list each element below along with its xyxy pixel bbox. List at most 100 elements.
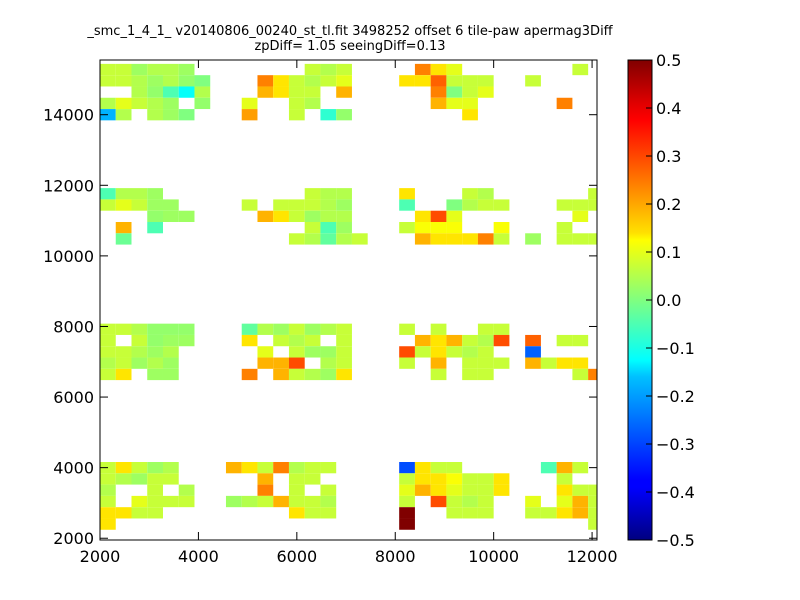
x-tick-label: 6000 <box>276 547 317 566</box>
heatmap-cell <box>462 75 478 87</box>
heatmap-cell <box>115 473 132 485</box>
heatmap-cell <box>572 63 589 76</box>
heatmap-cell <box>477 357 494 369</box>
x-tick-label: 2000 <box>80 547 121 566</box>
heatmap-cell <box>288 210 305 222</box>
heatmap-cell <box>162 63 179 76</box>
heatmap-cell <box>572 357 589 369</box>
heatmap-cell <box>477 473 494 485</box>
heatmap-cell <box>462 484 478 496</box>
heatmap-cell <box>241 109 258 121</box>
heatmap-cell <box>288 484 305 496</box>
heatmap-cell <box>399 323 415 335</box>
colorbar-tick-label: 0.4 <box>656 99 681 118</box>
heatmap-cell <box>493 473 510 485</box>
heatmap-cell <box>414 473 431 485</box>
heatmap-cell <box>304 63 321 76</box>
heatmap-cell <box>288 368 305 381</box>
heatmap-cell <box>462 507 478 519</box>
heatmap-cell <box>288 357 305 369</box>
heatmap-cell <box>414 462 431 474</box>
heatmap-cell <box>556 199 573 211</box>
y-tick-label: 4000 <box>53 459 94 478</box>
heatmap-cell <box>100 473 116 485</box>
heatmap-cell <box>162 323 179 335</box>
heatmap-cell <box>147 199 163 211</box>
heatmap-cell <box>430 323 447 335</box>
heatmap-cell <box>477 334 494 347</box>
heatmap-cell <box>320 109 337 121</box>
heatmap-cell <box>320 357 337 369</box>
heatmap-cell <box>446 473 463 485</box>
heatmap-cell <box>257 473 274 485</box>
heatmap-cell <box>162 462 179 474</box>
heatmap-cell <box>320 484 337 496</box>
heatmap-cell <box>414 222 431 234</box>
heatmap-cell <box>304 199 321 211</box>
heatmap-cell <box>430 334 447 347</box>
heatmap-cell <box>446 495 463 508</box>
heatmap-cell <box>430 462 447 474</box>
heatmap-cell <box>320 507 337 519</box>
heatmap-cell <box>556 484 573 496</box>
heatmap-cell <box>178 484 195 496</box>
heatmap-cell <box>288 323 305 335</box>
heatmap-cell <box>288 109 305 121</box>
heatmap-cell <box>572 334 589 347</box>
heatmap-cell <box>147 222 163 234</box>
heatmap-cell <box>178 495 195 508</box>
x-tick-label: 8000 <box>375 547 416 566</box>
heatmap-cell <box>147 357 163 369</box>
heatmap-cell <box>100 334 116 347</box>
heatmap-cell <box>462 495 478 508</box>
heatmap-cell <box>556 357 573 369</box>
heatmap-cell <box>147 97 163 110</box>
heatmap-cell <box>115 109 132 121</box>
heatmap-cell <box>304 507 321 519</box>
heatmap-cell <box>147 368 163 381</box>
heatmap-cell <box>147 473 163 485</box>
heatmap-cell <box>257 357 274 369</box>
heatmap-cell <box>414 484 431 496</box>
heatmap-cell <box>115 75 132 87</box>
heatmap-cell <box>399 188 415 200</box>
heatmap-cell <box>446 462 463 474</box>
colorbar-tick-label: −0.2 <box>656 387 695 406</box>
heatmap-cell <box>446 346 463 358</box>
heatmap-cell <box>178 210 195 222</box>
heatmap-cell <box>162 109 179 121</box>
heatmap-cell <box>477 507 494 519</box>
heatmap-cell <box>320 75 337 87</box>
heatmap-cell <box>273 210 289 222</box>
heatmap-cell <box>131 75 148 87</box>
heatmap-cell <box>430 222 447 234</box>
heatmap-cell <box>462 86 478 98</box>
heatmap-cell <box>304 473 321 485</box>
chart-subtitle: zpDiff= 1.05 seeingDiff=0.13 <box>254 39 446 54</box>
heatmap-cell <box>493 323 510 335</box>
heatmap-cell <box>304 462 321 474</box>
heatmap-cell <box>257 323 274 335</box>
heatmap-cell <box>304 233 321 245</box>
heatmap-cell <box>430 484 447 496</box>
heatmap-cell <box>178 75 195 87</box>
heatmap-cell <box>588 495 597 508</box>
heatmap-cell <box>477 188 494 200</box>
heatmap-cell <box>241 334 258 347</box>
heatmap-cell <box>288 462 305 474</box>
x-tick-label: 10000 <box>468 547 519 566</box>
heatmap-cell <box>320 233 337 245</box>
chart-title: _smc_1_4_1_ v20140806_00240_st_tl.fit 34… <box>87 24 613 39</box>
heatmap-cell <box>430 473 447 485</box>
heatmap-cell <box>493 199 510 211</box>
colorbar-tick-label: −0.1 <box>656 339 695 358</box>
heatmap-cell <box>288 507 305 519</box>
colorbar-tick-label: −0.4 <box>656 483 695 502</box>
heatmap-cell <box>430 86 447 98</box>
heatmap-cell <box>320 323 337 335</box>
heatmap-cell <box>540 507 557 519</box>
heatmap-cell <box>162 495 179 508</box>
heatmap-cell <box>462 97 478 110</box>
heatmap-cell <box>131 323 148 335</box>
heatmap-cell <box>100 63 116 76</box>
